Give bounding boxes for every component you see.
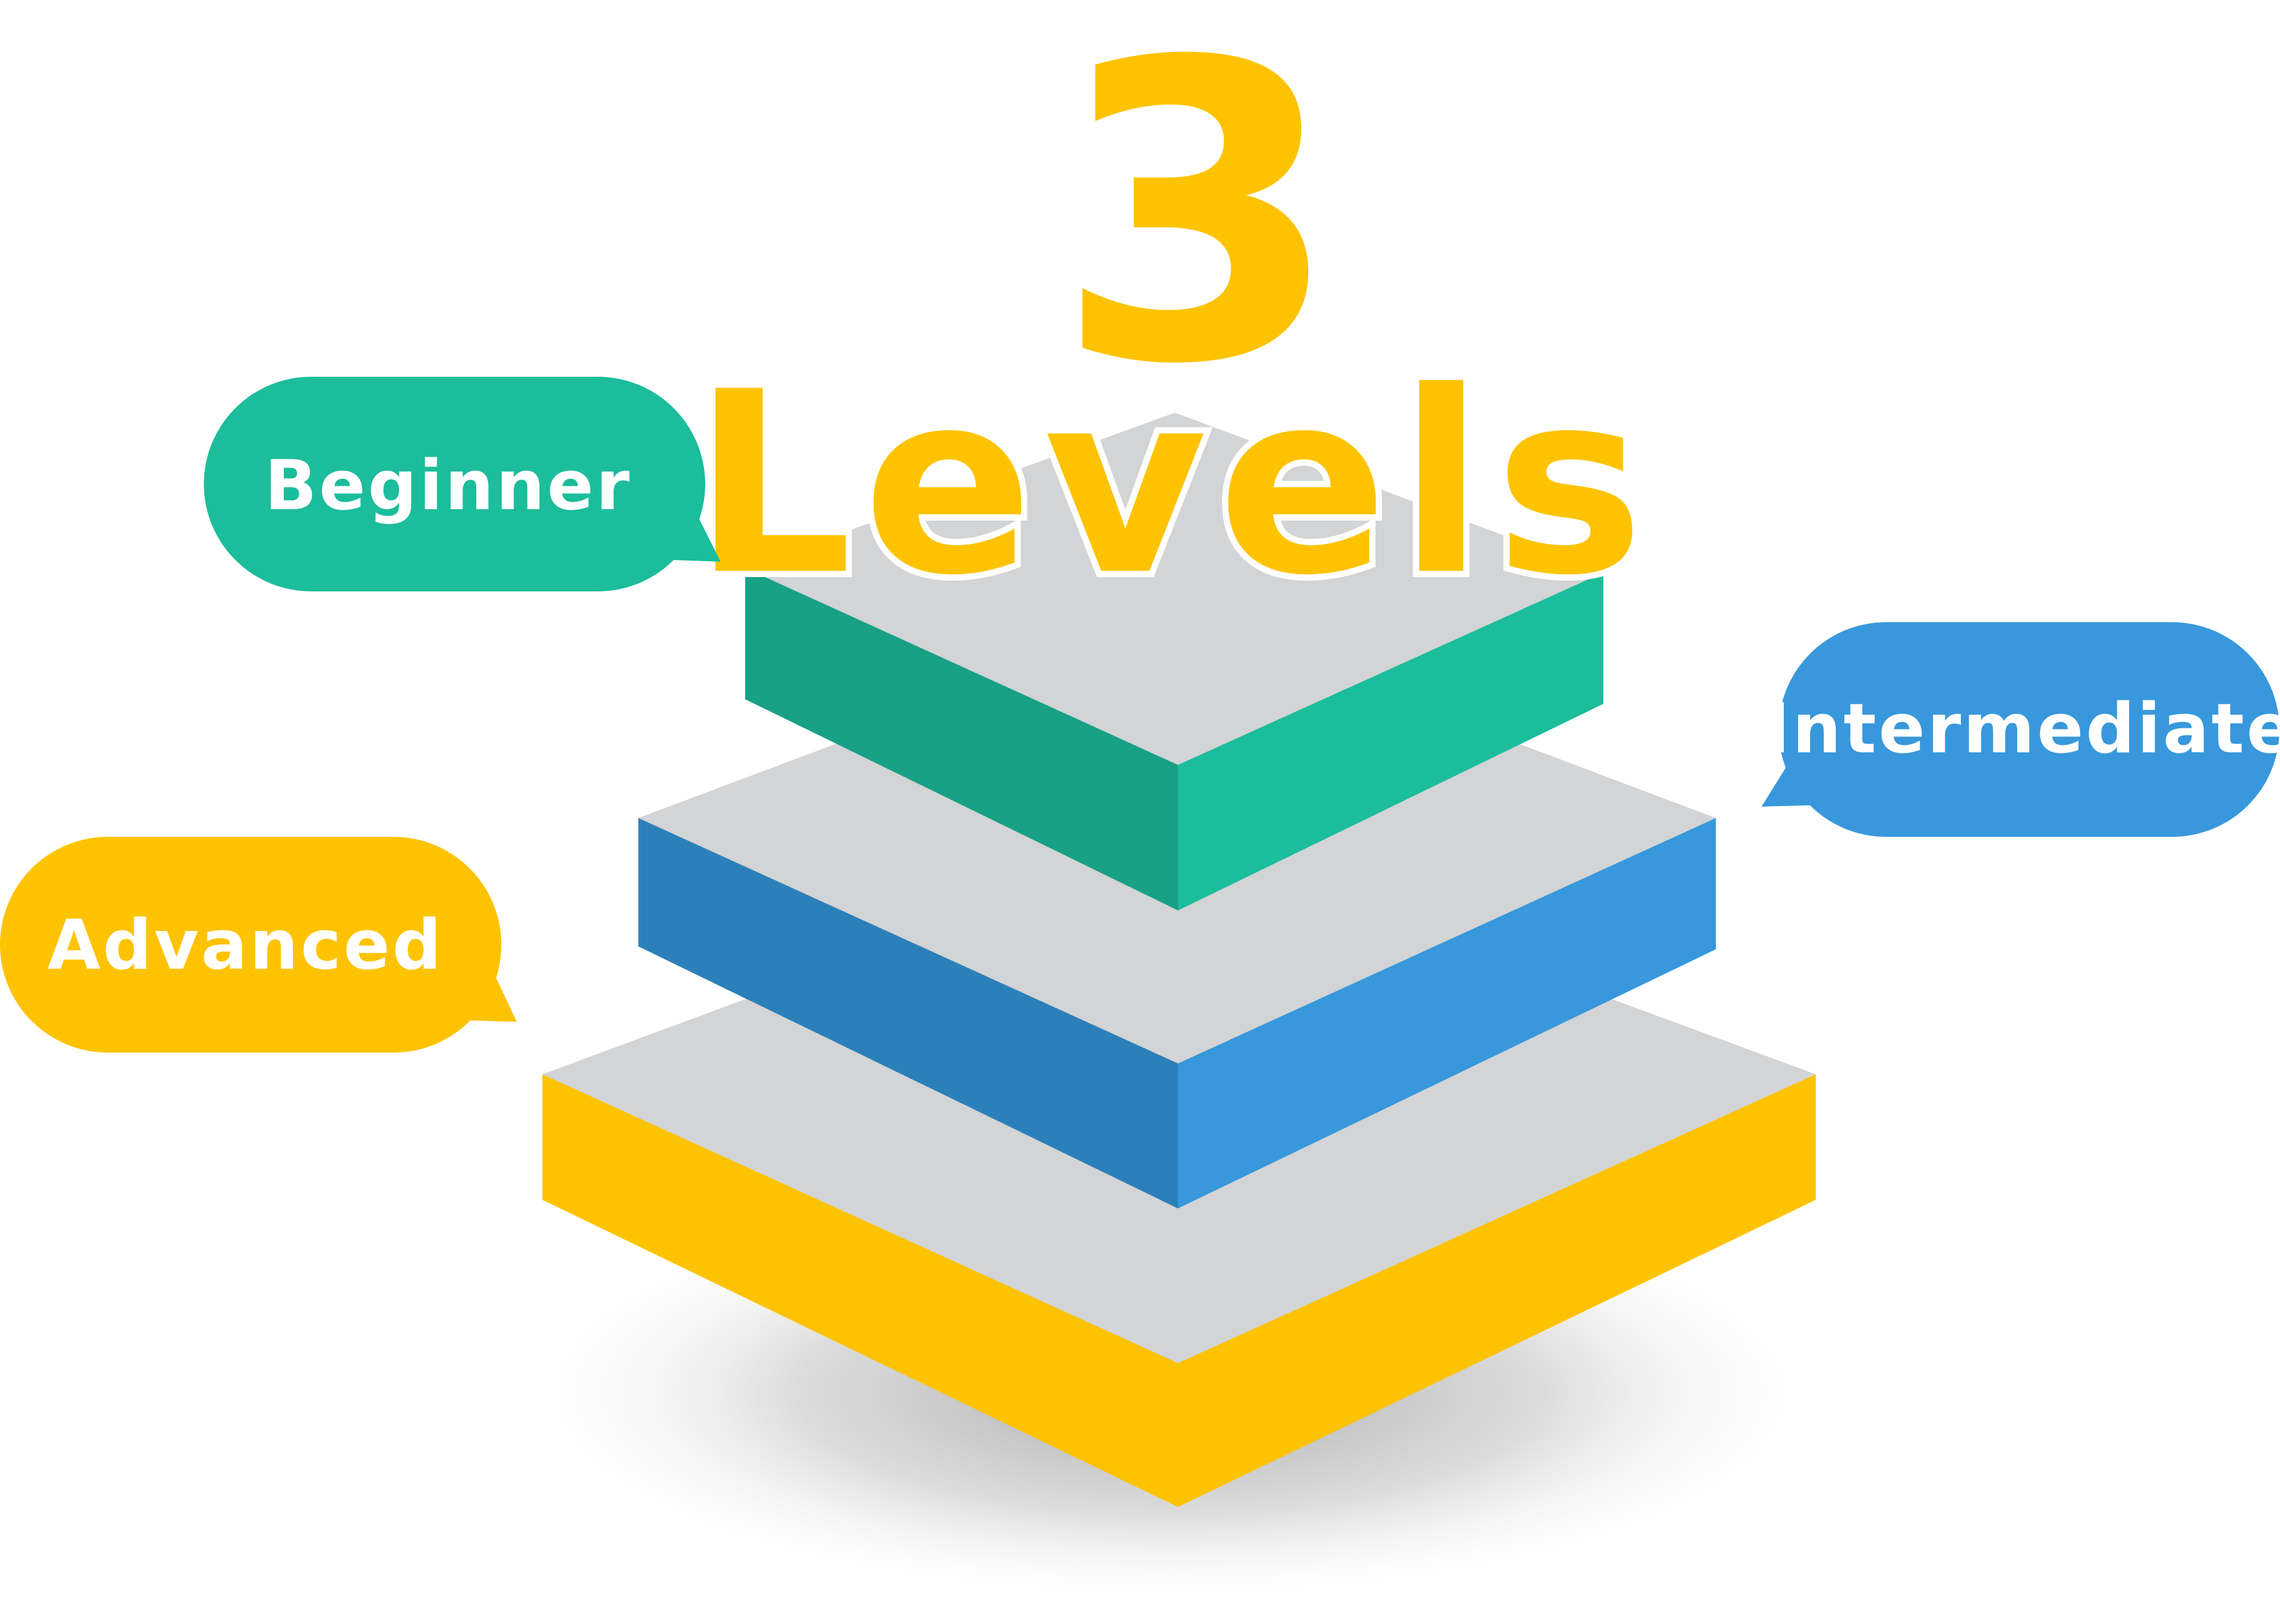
slab-advanced-right-face bbox=[1178, 1074, 1816, 1507]
slab-beginner-right-face bbox=[1178, 573, 1603, 910]
slab-beginner bbox=[745, 413, 1603, 910]
slab-beginner-left-face bbox=[745, 568, 1178, 910]
bubble-beginner-tail bbox=[657, 502, 721, 562]
bubble-beginner-label: Beginner bbox=[264, 446, 632, 526]
slab-beginner-top bbox=[745, 413, 1603, 765]
bubble-advanced-label: Advanced bbox=[47, 906, 444, 985]
bubble-advanced-body bbox=[0, 837, 501, 1053]
slab-intermediate-right-face bbox=[1178, 818, 1716, 1208]
bubble-intermediate-tail bbox=[1762, 753, 1827, 807]
bubble-beginner: Beginner bbox=[204, 377, 721, 591]
title-word: Levels bbox=[693, 338, 1655, 630]
slab-intermediate-left-face bbox=[638, 818, 1178, 1208]
bubble-intermediate-label: Intermediate bbox=[1764, 690, 2280, 769]
bubble-intermediate: Intermediate bbox=[1762, 622, 2280, 837]
bubble-advanced: Advanced bbox=[0, 837, 517, 1053]
slab-advanced-left-face bbox=[542, 1074, 1178, 1507]
bubble-beginner-body bbox=[204, 377, 705, 591]
title-number: 3 bbox=[1055, 0, 1341, 454]
bubble-intermediate-body bbox=[1779, 622, 2279, 837]
bubble-advanced-tail bbox=[457, 965, 517, 1022]
